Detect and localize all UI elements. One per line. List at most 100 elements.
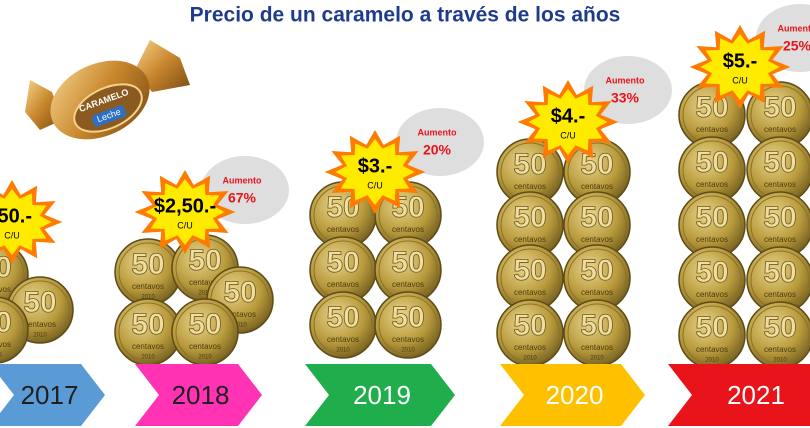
coin-rim [175,302,235,362]
coin-denomination: 50 [131,308,164,341]
coin-denomination: 50 [513,148,546,181]
coin-unit: centavos [514,182,546,191]
price-burst-inner [0,189,52,255]
coin-rim [378,295,438,355]
coin-unit: centavos [514,343,546,352]
coin-unit: centavos [764,180,796,189]
price-burst-inner [145,179,225,245]
coin-rim [0,245,25,305]
coin-denomination: 50 [326,191,359,224]
coin-year: 2010 [141,355,155,361]
year: 2017 [21,380,79,410]
coin-unit: centavos [696,345,728,354]
coin-year: 2010 [336,348,350,354]
coin-rim [500,303,560,363]
price-unit: C/U [560,130,576,140]
coin-unit: centavos [327,280,359,289]
price: $5.- [723,50,757,72]
coin-rim [0,300,25,360]
coin-unit: centavos [514,235,546,244]
coin-unit: centavos [327,335,359,344]
price-unit: C/U [4,230,20,240]
coin-denomination: 50 [391,246,424,279]
coin-denomination: 50 [695,146,728,179]
coin-unit: centavos [24,320,56,329]
year-arrow [0,364,105,426]
coin-unit: centavos [764,345,796,354]
coin-rim [567,303,627,363]
coin-unit: centavos [189,342,221,351]
price: ,50.- [0,205,32,227]
coin-denomination: 50 [580,201,613,234]
coin-denomination: 50 [0,251,12,284]
coin-denomination: 50 [23,286,56,319]
coin-denomination: 50 [763,311,796,344]
coin-denomination: 50 [326,246,359,279]
coin-year: 2010 [705,358,719,364]
price-unit: C/U [177,220,193,230]
increase-label: Aumento [606,75,645,85]
candy-flavor-box [91,105,127,127]
coin-denomination: 50 [763,256,796,289]
coin-denomination: 50 [580,254,613,287]
coin-unit: centavos [581,288,613,297]
year-arrow [668,364,810,426]
coin-denomination: 50 [188,244,221,277]
year-arrow [500,364,645,426]
price-unit: C/U [732,75,748,85]
coin-denomination: 50 [695,256,728,289]
coin-unit: centavos [189,278,221,287]
coin-year: 2010 [198,291,212,297]
coin-denomination: 50 [763,201,796,234]
coin-denomination: 50 [223,276,256,309]
candy-wrap-right [135,40,190,92]
year: 2019 [353,380,411,410]
year: 2021 [727,380,785,410]
increase-bubble [201,156,289,224]
price: $2,50.- [154,195,216,217]
increase-value: 25% [783,38,810,54]
price: $4.- [551,105,585,127]
coin-denomination: 50 [513,201,546,234]
coin-unit: centavos [392,335,424,344]
coin-year: 2010 [401,348,415,354]
coin-year: 2010 [0,353,2,359]
coin-year: 2010 [233,323,247,329]
coin-denomination: 50 [188,308,221,341]
coin-denomination: 50 [513,309,546,342]
increase-value: 20% [423,142,452,158]
price-burst-inner [528,89,608,155]
coin-unit: centavos [764,235,796,244]
coin-denomination: 50 [763,146,796,179]
coin-unit: centavos [696,290,728,299]
coin-denomination: 50 [0,306,12,339]
price-unit: C/U [367,180,383,190]
increase-bubble [396,108,484,176]
increase-label: Aumento [778,23,810,33]
coin-denomination: 50 [695,201,728,234]
candy-label [73,83,143,133]
coin-unit: centavos [581,235,613,244]
increase-value: 33% [611,90,640,106]
increase-value: 67% [228,190,257,206]
price-burst-inner [700,34,780,100]
coin-denomination: 50 [580,309,613,342]
coin-year: 2010 [523,356,537,362]
